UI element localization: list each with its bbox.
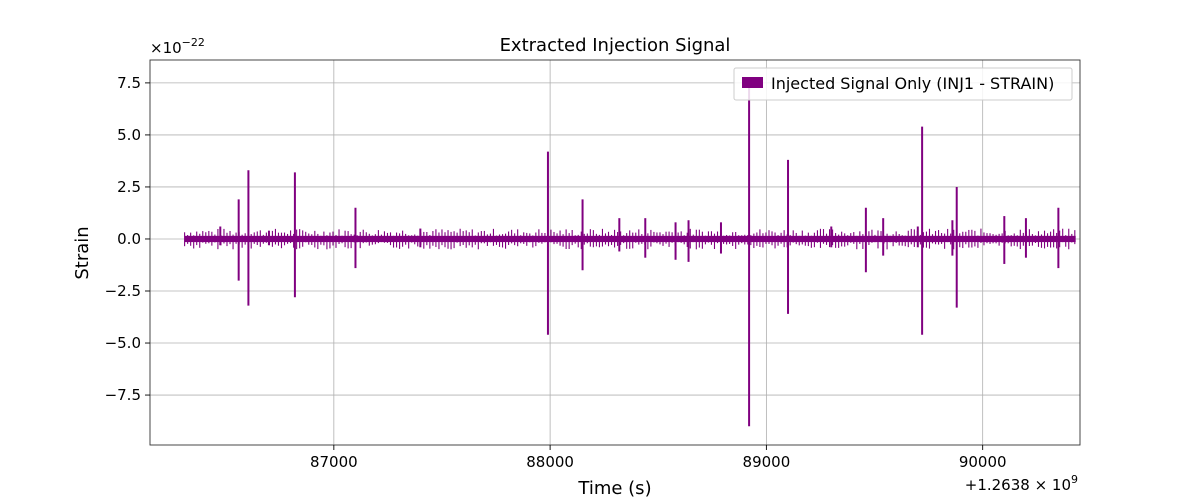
y-tick-label: −5.0: [105, 334, 141, 352]
legend-box: [733, 67, 1073, 101]
plot-frame: [149, 59, 1081, 446]
y-scale-label: ×10−22: [150, 36, 205, 57]
x-tick-label: 87000: [310, 453, 358, 471]
series-line: [184, 78, 1076, 427]
x-tick-label: 88000: [526, 453, 574, 471]
ticks: 87000 88000 89000 90000 7.5 5.0 2.5 0.0 −2.5 −5.0…: [105, 74, 1007, 471]
x-tick-label: 89000: [743, 453, 791, 471]
y-axis-title: Strain: [72, 226, 93, 279]
x-offset-label: +1.2638 × 109: [965, 473, 1078, 494]
y-tick-label: 7.5: [117, 74, 141, 92]
y-tick-label: 5.0: [117, 126, 141, 144]
chart-title: Extracted Injection Signal: [500, 35, 731, 56]
legend-label: Injected Signal Only (INJ1 - STRAIN): [771, 74, 1054, 93]
series-layer: [184, 78, 1076, 427]
y-tick-label: −2.5: [105, 282, 141, 300]
x-tick-label: 90000: [959, 453, 1007, 471]
y-tick-label: 2.5: [117, 178, 141, 196]
y-tick-label: 0.0: [117, 230, 141, 248]
legend: Injected Signal Only (INJ1 - STRAIN): [733, 67, 1073, 101]
legend-swatch: [742, 77, 763, 88]
x-axis-title: Time (s): [577, 478, 651, 499]
y-tick-label: −7.5: [105, 386, 141, 404]
